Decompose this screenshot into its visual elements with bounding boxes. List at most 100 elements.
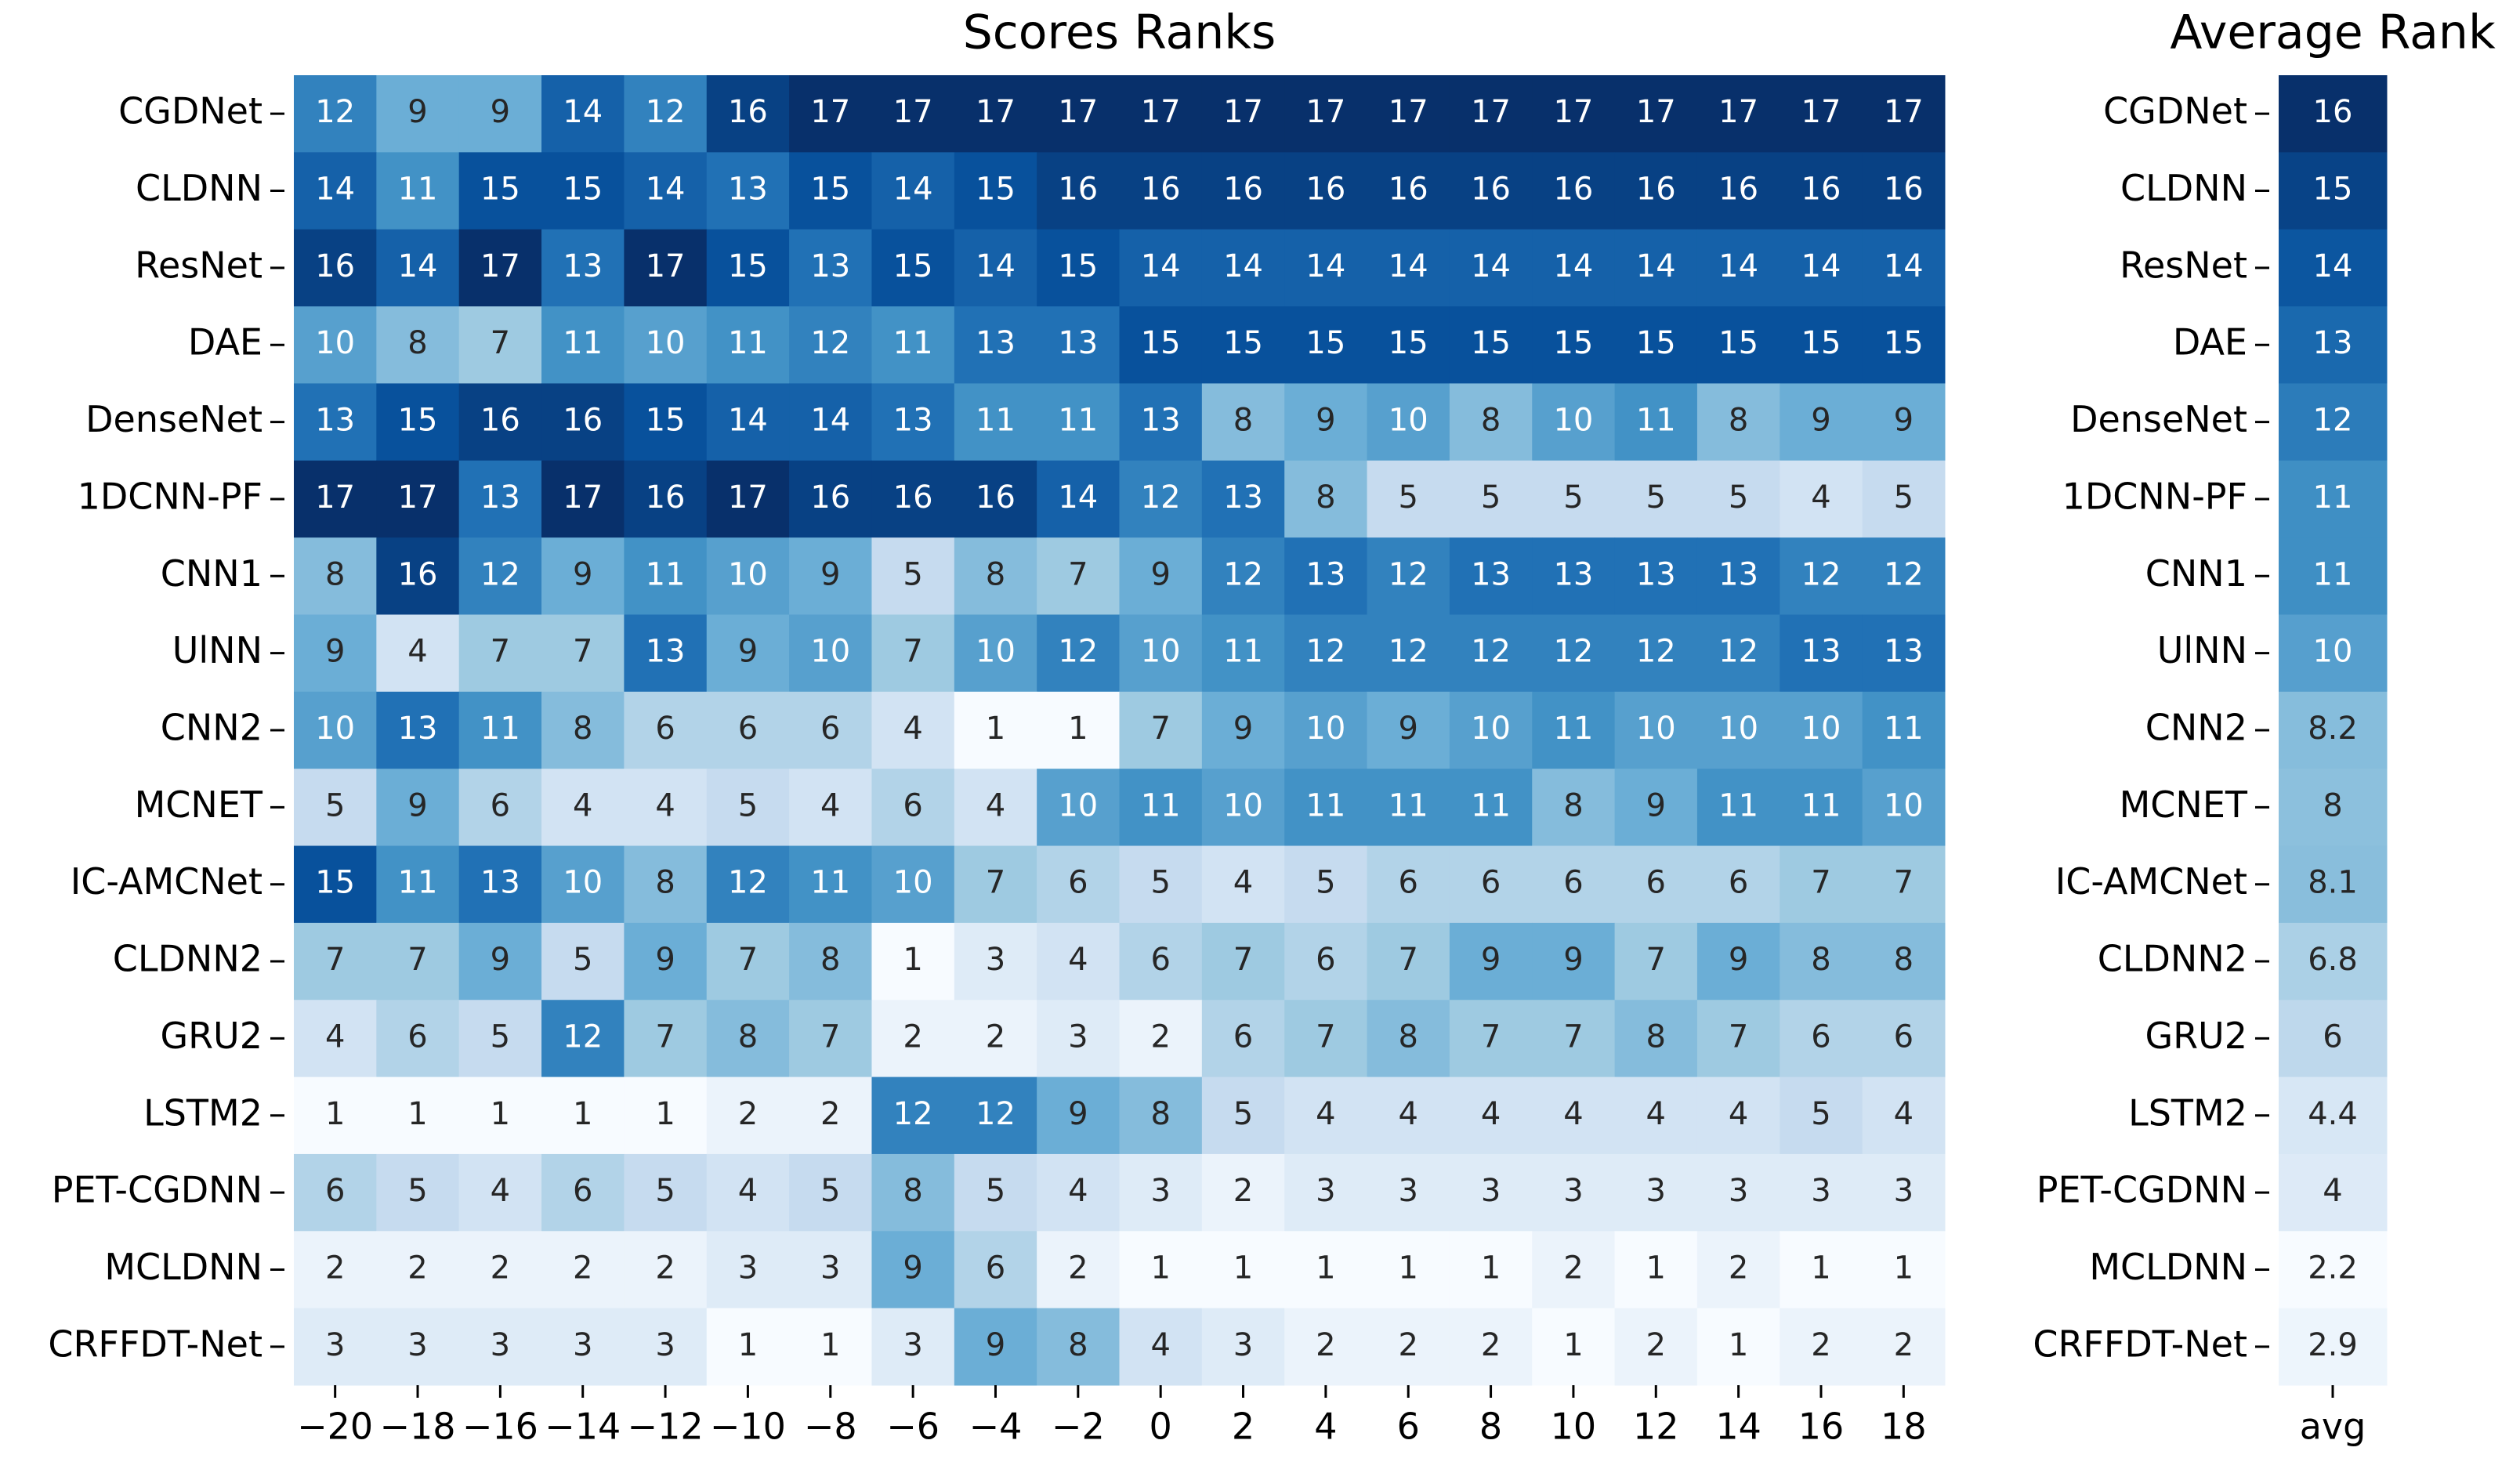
cell-label: 17 <box>1636 94 1676 130</box>
cell-label: 14 <box>315 172 355 208</box>
cell-label: 4.4 <box>2308 1096 2358 1132</box>
heatmap-cell <box>1532 537 1616 615</box>
y-tick-label: CLDNN <box>136 167 262 209</box>
cell-label: 4 <box>1646 1096 1666 1132</box>
cell-label: 5 <box>1233 1096 1253 1132</box>
heatmap-cell <box>1780 152 1863 230</box>
heatmap-cell <box>1284 1153 1368 1232</box>
heatmap-cell <box>624 1000 708 1078</box>
cell-label: 9 <box>1233 711 1253 747</box>
cell-label: 11 <box>563 325 603 361</box>
heatmap-cell <box>1780 845 1863 924</box>
heatmap-cell <box>1614 691 1698 769</box>
cell-label: 1 <box>1563 1327 1583 1363</box>
heatmap-cell <box>1614 152 1698 230</box>
cell-label: 14 <box>1058 479 1098 516</box>
heatmap-cell <box>1696 306 1780 384</box>
heatmap-cell <box>954 75 1037 153</box>
cell-label: 13 <box>646 634 686 670</box>
heatmap-cell <box>1449 845 1533 924</box>
heatmap-cell <box>294 460 377 538</box>
cell-label: 4 <box>2323 1173 2342 1209</box>
cell-label: 16 <box>1553 172 1593 208</box>
heatmap-cell <box>376 614 460 693</box>
cell-label: 11 <box>728 325 768 361</box>
cell-label: 16 <box>1801 172 1841 208</box>
heatmap-cell <box>1367 1308 1450 1386</box>
cell-label: 3 <box>986 942 1005 978</box>
cell-label: 6 <box>1068 865 1088 901</box>
heatmap-cell <box>1284 537 1368 615</box>
heatmap-cell <box>1532 75 1616 153</box>
cell-label: 12 <box>480 556 520 592</box>
x-tick-label: 10 <box>1551 1406 1597 1448</box>
cell-label: 1 <box>1150 1250 1170 1286</box>
y-tick-label: MCLDNN <box>2089 1246 2247 1288</box>
y-tick-label: CGDNet <box>118 90 262 132</box>
heatmap-cell <box>458 383 542 461</box>
cell-label: 2.9 <box>2308 1327 2358 1363</box>
y-tick-label: PET-CGDNN <box>52 1169 262 1211</box>
cell-label: 10 <box>1223 787 1263 823</box>
heatmap-cell <box>624 75 708 153</box>
heatmap-cell <box>1532 383 1616 461</box>
cell-label: 10 <box>1305 711 1345 747</box>
cell-label: 5 <box>1563 479 1583 516</box>
heatmap-cell <box>1532 1231 1616 1309</box>
heatmap-cell <box>1037 1000 1120 1078</box>
heatmap-cell <box>954 1077 1037 1155</box>
cell-label: 8 <box>325 556 345 592</box>
cell-label: 10 <box>728 556 768 592</box>
cell-label: 3 <box>325 1327 345 1363</box>
heatmap-cell <box>1614 1077 1698 1155</box>
cell-label: 14 <box>1223 248 1263 284</box>
cell-label: 4 <box>1481 1096 1501 1132</box>
cell-label: 9 <box>903 1250 922 1286</box>
cell-label: 17 <box>480 248 520 284</box>
cell-label: 17 <box>646 248 686 284</box>
cell-label: 4 <box>407 634 427 670</box>
cell-label: 4 <box>1233 865 1253 901</box>
cell-label: 4 <box>573 787 592 823</box>
cell-label: 16 <box>1636 172 1676 208</box>
cell-label: 6 <box>1563 865 1583 901</box>
heatmap-cell <box>954 769 1037 847</box>
cell-label: 17 <box>1553 94 1593 130</box>
cell-label: 6 <box>1894 1019 1914 1055</box>
y-tick-label: CNN2 <box>161 707 262 749</box>
y-tick-label: CNN1 <box>161 552 262 595</box>
heatmap-cell <box>789 614 872 693</box>
cell-label: 15 <box>1801 325 1841 361</box>
cell-label: 5 <box>1729 479 1748 516</box>
heatmap-cell <box>954 229 1037 307</box>
cell-label: 11 <box>1389 787 1428 823</box>
heatmap-cell <box>1037 537 1120 615</box>
x-tick-label: 2 <box>1232 1406 1255 1448</box>
cell-label: 7 <box>1068 556 1088 592</box>
heatmap-cell <box>1449 1000 1533 1078</box>
heatmap-cell <box>1614 614 1698 693</box>
cell-label: 12 <box>893 1096 933 1132</box>
cell-label: 2 <box>1068 1250 1088 1286</box>
heatmap-cell <box>541 845 625 924</box>
heatmap-cell <box>789 1077 872 1155</box>
heatmap-cell <box>1284 1000 1368 1078</box>
heatmap-cell <box>1862 845 1946 924</box>
heatmap-cell <box>706 460 790 538</box>
cell-label: 8 <box>2323 787 2342 823</box>
heatmap-cell <box>541 1077 625 1155</box>
heatmap-cell <box>458 614 542 693</box>
cell-label: 2 <box>1316 1327 1335 1363</box>
cell-label: 7 <box>1233 942 1253 978</box>
heatmap-cell <box>1862 306 1946 384</box>
heatmap-cell <box>624 922 708 1001</box>
heatmap-cell <box>1532 769 1616 847</box>
heatmap-cell <box>1780 537 1863 615</box>
cell-label: 8 <box>1563 787 1583 823</box>
heatmap-cell <box>706 306 790 384</box>
cell-label: 3 <box>1316 1173 1335 1209</box>
chart-title: Average Rank <box>2170 5 2496 60</box>
cell-label: 7 <box>655 1019 675 1055</box>
heatmap-cell <box>1449 383 1533 461</box>
cell-label: 12 <box>1801 556 1841 592</box>
